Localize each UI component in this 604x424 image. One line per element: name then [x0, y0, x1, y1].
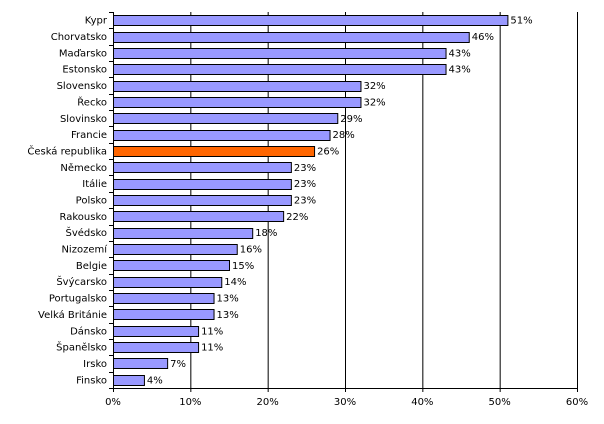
category-label: Španělsko	[56, 341, 107, 354]
value-label: 29%	[340, 114, 362, 125]
value-label: 13%	[217, 310, 239, 321]
category-label: Polsko	[76, 196, 107, 207]
bar	[113, 211, 285, 222]
value-label: 26%	[317, 146, 339, 157]
bars	[113, 15, 509, 386]
bar	[113, 81, 362, 92]
category-label: Řecko	[77, 95, 107, 108]
category-label: Itálie	[82, 178, 107, 190]
x-tick-label: 40%	[411, 397, 433, 408]
category-label: Estonsko	[62, 65, 107, 76]
value-label: 28%	[333, 130, 355, 141]
category-label: Nizozemí	[61, 244, 108, 256]
value-label: 11%	[201, 343, 223, 354]
bar	[113, 277, 223, 288]
category-label: Velká Británie	[38, 309, 107, 321]
value-label: 43%	[449, 48, 471, 59]
category-label: Česká republika	[27, 144, 107, 157]
bar	[113, 293, 215, 304]
value-label: 18%	[255, 228, 277, 239]
category-label: Portugalsko	[49, 294, 107, 305]
value-label: 32%	[363, 97, 385, 108]
bar	[113, 179, 292, 190]
value-label: 16%	[240, 245, 262, 256]
bar	[113, 32, 470, 43]
category-label: Chorvatsko	[51, 32, 107, 43]
category-label: Rakousko	[59, 212, 107, 223]
value-label: 23%	[294, 179, 316, 190]
value-label: 14%	[224, 277, 246, 288]
bar	[113, 260, 230, 271]
x-tick-label: 10%	[179, 397, 201, 408]
category-label: Francie	[71, 130, 107, 141]
bar	[113, 326, 200, 337]
category-label: Slovensko	[57, 81, 107, 92]
value-label: 7%	[170, 359, 186, 370]
value-label: 15%	[232, 261, 254, 272]
bar-highlighted	[113, 146, 316, 157]
category-label: Švýcarsko	[56, 275, 107, 288]
value-label: 11%	[201, 326, 223, 337]
value-label: 23%	[294, 196, 316, 207]
category-labels: Kypr Chorvatsko Maďarsko Estonsko Slovensko Ř…	[27, 12, 113, 389]
value-label: 23%	[294, 163, 316, 174]
bar	[113, 375, 145, 386]
bar	[113, 244, 238, 255]
x-tick-label: 20%	[257, 397, 279, 408]
bar	[113, 358, 169, 369]
category-label: Slovinsko	[60, 114, 107, 125]
category-label: Belgie	[76, 261, 107, 272]
value-label: 43%	[449, 65, 471, 76]
bar	[113, 130, 331, 141]
value-label: 4%	[147, 375, 163, 386]
x-tick-label: 50%	[489, 397, 511, 408]
x-tick-label: 0%	[105, 397, 121, 408]
category-label: Dánsko	[70, 325, 107, 337]
category-label: Irsko	[83, 359, 107, 370]
bar	[113, 97, 362, 108]
bar	[113, 228, 254, 239]
category-label: Maďarsko	[59, 48, 107, 59]
bar	[113, 48, 447, 59]
bar	[113, 15, 509, 26]
bar	[113, 342, 200, 353]
value-label: 13%	[217, 294, 239, 305]
x-tick-label: 60%	[566, 397, 588, 408]
bar	[113, 113, 339, 124]
value-label: 51%	[510, 16, 532, 27]
x-tick-label: 30%	[334, 397, 356, 408]
value-label: 46%	[472, 32, 494, 43]
bar	[113, 309, 215, 320]
bar	[113, 162, 292, 173]
value-label: 32%	[363, 81, 385, 92]
category-label: Německo	[60, 162, 107, 174]
value-labels: 51%46%43%43%32%32%29%28%26%23%23%23%22%1…	[147, 16, 533, 387]
bar	[113, 195, 292, 206]
bar	[113, 64, 447, 75]
category-label: Finsko	[76, 375, 107, 386]
category-label: Kypr	[85, 16, 108, 27]
x-axis-ticks: 0% 10% 20% 30% 40% 50% 60%	[105, 388, 588, 408]
value-label: 22%	[286, 212, 308, 223]
category-label: Švédsko	[65, 226, 107, 239]
